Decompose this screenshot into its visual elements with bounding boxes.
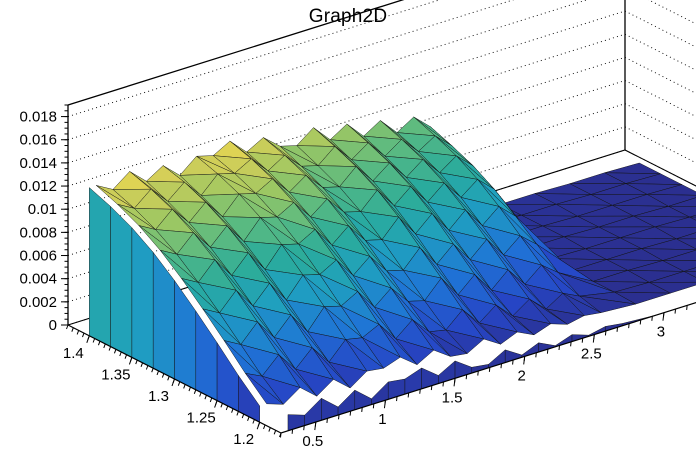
- z-tick-label: 0.012: [19, 178, 57, 195]
- axis-tick-labels: 0 0.002 0.004 0.006 0.008 0.01 0.012 0.014 0.016…: [19, 109, 665, 450]
- z-tick-label: 0: [49, 317, 57, 334]
- z-tick-label: 0.004: [19, 271, 57, 288]
- z-tick-label: 0.006: [19, 248, 57, 265]
- x-tick-label: 2.5: [581, 346, 602, 363]
- z-tick-label: 0.014: [19, 155, 57, 172]
- x-tick-label: 2: [518, 367, 526, 384]
- y-tick-label: 1.2: [233, 431, 254, 448]
- y-tick-label: 1.4: [63, 345, 84, 362]
- y-tick-label: 1.25: [186, 410, 215, 427]
- x-tick-label: 3: [657, 324, 665, 341]
- y-tick-label: 1.35: [101, 366, 130, 383]
- z-tick-label: 0.008: [19, 224, 57, 241]
- x-tick-label: 1: [378, 411, 386, 428]
- x-tick-label: 0.5: [302, 433, 323, 450]
- surface-mesh: [89, 116, 696, 432]
- z-tick-label: 0.01: [28, 201, 57, 218]
- y-tick-label: 1.3: [148, 388, 169, 405]
- z-tick-label: 0.018: [19, 109, 57, 126]
- x-tick-label: 1.5: [442, 389, 463, 406]
- z-tick-label: 0.016: [19, 132, 57, 149]
- axis-ticks: [61, 104, 688, 438]
- z-tick-label: 0.002: [19, 294, 57, 311]
